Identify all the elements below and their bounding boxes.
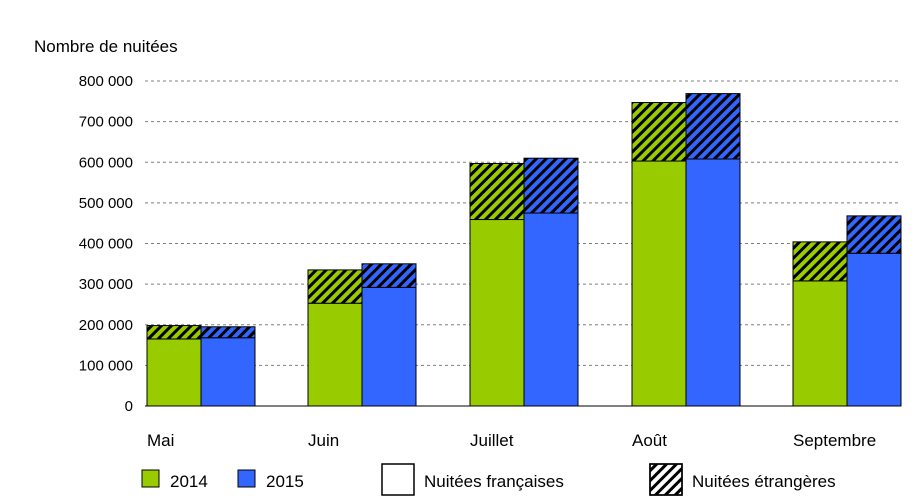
bar-french-2014 [307,302,363,407]
bar-foreign-hatch-2015 [685,93,741,160]
y-tick-label: 500 000 [79,195,133,212]
legend-swatch-2015 [237,469,256,488]
bar-foreign-hatch-2014 [307,269,363,304]
y-tick-label: 200 000 [79,317,133,334]
x-tick-label: Septembre [793,431,876,450]
bar-foreign-hatch-2015 [523,157,579,214]
x-axis-ticks: Mai Juin Juillet Août Septembre [147,431,876,450]
y-tick-label: 400 000 [79,236,133,253]
legend-swatch-french [381,463,415,496]
bar-foreign-hatch-2015 [846,215,902,254]
legend-label-french: Nuitées françaises [424,472,564,491]
bar-french-2014 [631,160,687,407]
x-tick-label: Juillet [470,431,514,450]
bar-french-2015 [846,252,902,407]
legend-label-2015: 2015 [266,472,304,491]
bar-foreign-hatch-2014 [631,102,687,162]
legend-swatch-hatch [649,463,683,496]
bar-foreign-hatch-2014 [146,325,202,340]
bar-foreign-hatch-2014 [469,162,525,221]
bar-foreign-hatch-2014 [792,241,848,282]
y-tick-label: 700 000 [79,114,133,131]
y-tick-label: 800 000 [79,73,133,90]
bar-french-2014 [146,338,202,407]
x-tick-label: Mai [147,431,174,450]
y-axis-ticks: 0 100 000 200 000 300 000 400 000 500 000 600 … [79,73,133,415]
bar-french-2014 [469,219,525,407]
bar-french-2014 [792,280,848,407]
bar-french-2015 [200,337,256,407]
legend-label-foreign: Nuitées étrangères [692,472,836,491]
bar-foreign-hatch-2015 [361,263,417,288]
y-tick-label: 300 000 [79,276,133,293]
bar-french-2015 [523,212,579,407]
y-tick-label: 600 000 [79,154,133,171]
bar-foreign-hatch-2015 [200,326,256,339]
bar-french-2015 [361,286,417,407]
bar-french-2015 [685,158,741,407]
bars [146,93,902,407]
y-tick-label: 100 000 [79,357,133,374]
legend-label-2014: 2014 [170,472,208,491]
y-tick-label: 0 [125,398,133,415]
legend-swatch-2014 [141,469,160,488]
legend: 2014 2015 Nuitées françaises Nuitées étrang… [141,463,836,496]
x-tick-label: Août [632,431,667,450]
x-tick-label: Juin [308,431,339,450]
y-axis-title: Nombre de nuitées [34,37,178,56]
